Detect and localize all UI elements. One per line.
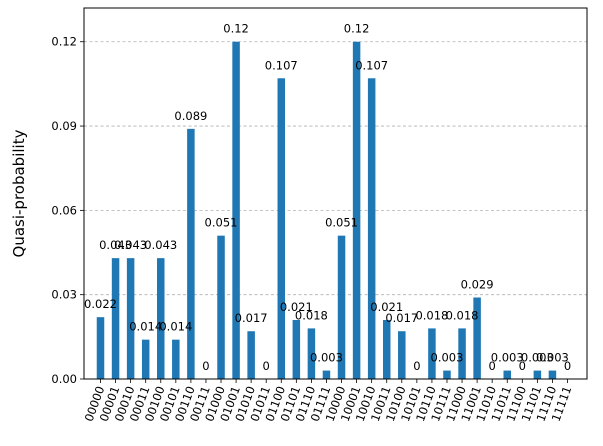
bar-value-label: 0.003: [536, 351, 569, 365]
bar: [503, 370, 511, 379]
bar: [126, 258, 135, 379]
bar-labels: 0.0220.0430.0430.0140.0430.0140.08900.05…: [84, 22, 571, 373]
y-tick-label: 0.00: [51, 372, 77, 386]
bar-value-label: 0.018: [446, 308, 479, 322]
bar-value-label: 0.107: [355, 58, 388, 72]
bar: [96, 317, 105, 379]
bar-value-label: 0.003: [431, 351, 464, 365]
bars: [96, 41, 557, 380]
bar: [247, 331, 255, 379]
y-axis-title: Quasi-probability: [10, 129, 28, 257]
gridlines: [84, 41, 587, 296]
bar-value-label: 0.014: [129, 320, 162, 334]
bar-value-label: 0.003: [310, 351, 343, 365]
bar-value-label: 0.003: [491, 351, 524, 365]
bar: [307, 328, 316, 379]
bar-value-label: 0: [202, 359, 209, 373]
bar-value-label: 0: [489, 359, 496, 373]
bar-value-label: 0.043: [99, 238, 132, 252]
bar-value-label: 0.018: [295, 308, 328, 322]
bar-value-label: 0: [519, 359, 526, 373]
bar-value-label: 0.107: [265, 58, 298, 72]
bar: [292, 319, 301, 379]
y-tick-label: 0.12: [51, 35, 77, 49]
y-tick-label: 0.06: [51, 203, 77, 217]
y-tick-label: 0.09: [51, 119, 77, 133]
bar-value-label: 0.029: [461, 277, 494, 291]
bar: [172, 339, 180, 379]
bar-value-label: 0.089: [174, 109, 207, 123]
bar: [157, 258, 165, 379]
bar: [533, 370, 542, 379]
bar: [277, 78, 286, 380]
bar-value-label: 0: [564, 359, 571, 373]
bar: [217, 235, 225, 379]
bar: [428, 328, 436, 379]
bar: [111, 258, 120, 379]
bar-value-label: 0: [413, 359, 420, 373]
bar-value-label: 0.017: [385, 311, 418, 325]
bar-value-label: 0.018: [415, 308, 448, 322]
bar-value-label: 0.051: [205, 216, 238, 230]
bar: [443, 370, 451, 379]
bar-value-label: 0.12: [344, 22, 370, 36]
plot-frame: [83, 7, 588, 380]
bar-value-label: 0: [263, 359, 270, 373]
bar-value-label: 0.12: [223, 22, 249, 36]
bar-value-label: 0.043: [144, 238, 177, 252]
bar: [473, 297, 481, 379]
bar-value-label: 0.021: [370, 300, 403, 314]
bar-value-label: 0.014: [159, 320, 192, 334]
bar: [337, 235, 346, 379]
bar: [352, 41, 361, 380]
bar-value-label: 0.003: [521, 351, 554, 365]
y-tick-label: 0.03: [51, 288, 77, 302]
bar: [548, 370, 557, 379]
bar-value-label: 0.043: [114, 238, 147, 252]
y-ticks: 0.00 0.03 0.06 0.09 0.12: [51, 35, 84, 386]
bar: [232, 41, 240, 380]
bar-value-label: 0.021: [280, 300, 313, 314]
bar: [382, 319, 391, 379]
bar: [398, 331, 406, 379]
bar: [367, 78, 376, 380]
bar-value-label: 0.022: [84, 297, 117, 311]
bar: [187, 128, 195, 379]
bar: [322, 370, 331, 379]
bar: [141, 339, 150, 379]
x-ticks: 0000000001000100001100100001010011000111…: [82, 379, 574, 423]
bar-value-label: 0.051: [325, 216, 358, 230]
bar-value-label: 0.017: [235, 311, 268, 325]
bar: [458, 328, 466, 379]
